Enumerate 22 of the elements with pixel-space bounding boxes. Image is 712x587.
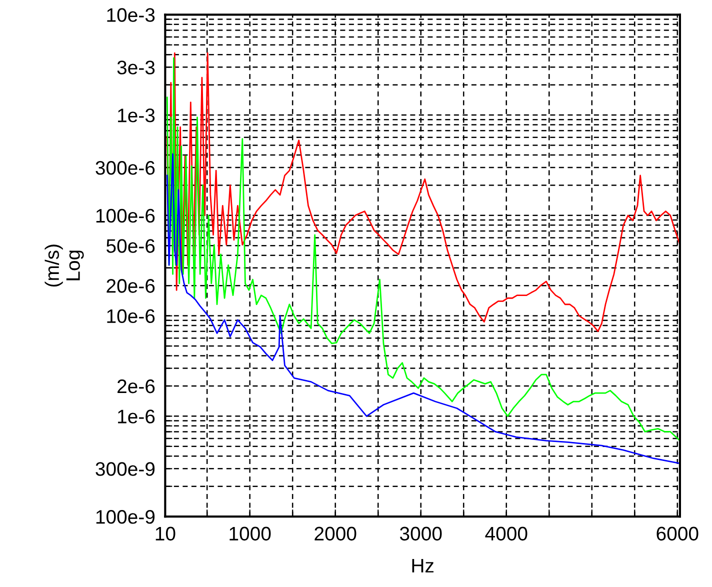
y-tick-label: 10e-6 (107, 309, 155, 324)
x-tick-label: 2000 (314, 526, 356, 541)
y-tick-label: 10e-3 (107, 8, 155, 22)
x-tick-label: 6000 (656, 526, 698, 541)
y-tick-label: 1e-3 (118, 108, 155, 122)
x-tick-label: 3000 (400, 526, 442, 541)
y-tick-label: 20e-6 (106, 279, 155, 293)
y-tick-label: 50e-6 (106, 239, 155, 253)
y-tick-label: 1e-6 (118, 410, 155, 424)
line-series (166, 57, 680, 442)
y-tick-label: 100e-6 (96, 208, 155, 223)
y-tick-label: 300e-9 (96, 462, 155, 476)
y-axis-title: (m/s) Log (44, 244, 84, 287)
x-tick-label: 1000 (230, 526, 271, 541)
x-tick-label: 10 (156, 526, 176, 541)
y-tick-label: 300e-6 (96, 161, 155, 175)
y-tick-label: 2e-6 (118, 379, 155, 394)
y-tick-label: 100e-9 (96, 510, 155, 524)
line-series (166, 153, 680, 464)
y-tick-label: 3e-3 (117, 60, 155, 74)
x-tick-label: 4000 (485, 526, 528, 541)
x-axis-title: Hz (412, 559, 434, 572)
